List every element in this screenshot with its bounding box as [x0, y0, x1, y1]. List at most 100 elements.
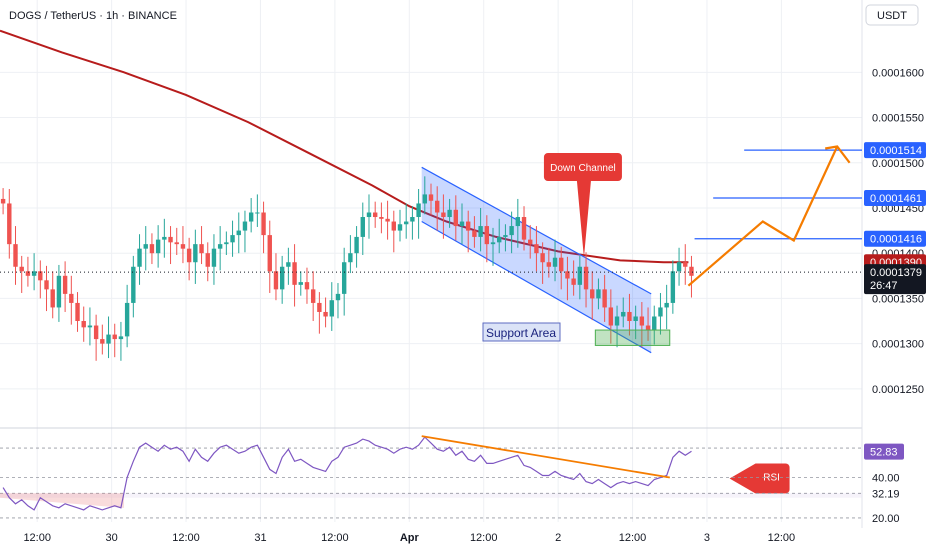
support-area-zone[interactable]: [594, 329, 671, 346]
candle-body: [323, 311, 328, 317]
projection-path: [687, 146, 839, 287]
candle-body: [633, 316, 638, 322]
candle-body: [131, 266, 136, 303]
candle-body: [676, 262, 682, 272]
rsi-tick-label: 20.00: [872, 513, 900, 525]
price-tick-label: 0.0001250: [872, 384, 924, 396]
candle-body: [31, 271, 37, 276]
time-tick-label: 12:00: [321, 532, 349, 544]
currency-button[interactable]: USDT: [865, 4, 919, 26]
candle-body: [652, 316, 657, 331]
candle-body: [583, 266, 589, 290]
candle-body: [441, 212, 446, 218]
rsi-band: [0, 493, 862, 498]
candle-body: [124, 302, 130, 337]
candle-body: [168, 236, 173, 243]
candle-body: [267, 235, 272, 272]
candle-body: [540, 253, 545, 263]
price-tick-label: 0.0001300: [872, 339, 924, 351]
candle-body: [118, 336, 124, 340]
support-area-badge[interactable]: [482, 322, 561, 342]
candle-body: [528, 239, 533, 245]
candle-body: [379, 217, 384, 219]
candle-body: [143, 244, 148, 249]
price-tick-label: 0.0001600: [872, 67, 924, 79]
candle-body: [614, 316, 620, 326]
candle-body: [472, 230, 477, 237]
candle-body: [19, 266, 24, 272]
time-tick-label: 3: [704, 532, 710, 544]
candle-body: [354, 236, 359, 254]
candle-body: [466, 221, 471, 231]
candle-body: [87, 325, 93, 328]
price-tick-label: 0.0001550: [872, 113, 924, 125]
target-level-label: 0.0001461: [870, 193, 922, 205]
candle-body: [100, 339, 105, 344]
rsi-oversold-fill: [0, 493, 125, 508]
candle-body: [81, 321, 86, 328]
target-level-badge: [864, 142, 926, 159]
channel-lower-line: [421, 220, 652, 354]
time-tick-label: 12:00: [23, 532, 51, 544]
time-tick-label: Apr: [400, 532, 420, 544]
candle-body: [435, 200, 440, 213]
candle-body: [484, 226, 490, 245]
candle-body: [416, 203, 421, 218]
candle-body: [38, 271, 43, 281]
candle-body: [552, 257, 558, 267]
rsi-callout-label: RSI: [763, 472, 780, 483]
candle-body: [372, 212, 378, 218]
candle-body: [447, 209, 452, 218]
candle-body: [596, 289, 601, 299]
current-price-badge: [864, 264, 926, 295]
candle-body: [515, 217, 521, 227]
candle-body: [534, 244, 539, 254]
support-area-label: Support Area: [486, 326, 556, 340]
candle-body: [509, 226, 514, 236]
candle-body: [236, 230, 241, 236]
current-price-label: 0.0001379: [870, 267, 922, 279]
candle-body: [639, 316, 645, 326]
candle-body: [224, 242, 229, 245]
candle-body: [56, 275, 62, 308]
candle-body: [559, 257, 564, 272]
candle-body: [44, 280, 49, 290]
candle-body: [360, 217, 365, 237]
rsi-callout[interactable]: [729, 463, 790, 494]
candle-body: [180, 244, 186, 249]
rsi-panel: [0, 435, 862, 519]
candle-body: [621, 311, 626, 317]
down-channel-label: Down Channel: [550, 163, 616, 174]
candle-body: [25, 271, 31, 276]
candle-body: [304, 282, 310, 290]
candle-body: [497, 236, 502, 243]
rsi-current-label: 52.83: [870, 447, 898, 459]
candle-body: [7, 203, 12, 245]
rsi-trendline: [421, 435, 670, 479]
candle-body: [186, 248, 192, 263]
candle-body: [410, 217, 415, 222]
target-level-badge: [864, 190, 926, 207]
candle-body: [248, 212, 254, 222]
candle-body: [0, 198, 6, 204]
candle-body: [577, 266, 583, 285]
rsi-current-badge: [864, 443, 904, 460]
candle-body: [348, 253, 353, 263]
annotations[interactable]: Support Area Down Channel RSI: [0, 145, 862, 494]
candle-body: [13, 244, 18, 267]
currency-label: USDT: [877, 10, 907, 22]
axes: 0.00016000.00015500.00015000.00014500.00…: [23, 67, 926, 544]
candle-body: [341, 262, 347, 294]
candle-body: [329, 300, 334, 317]
candle-body: [106, 334, 111, 344]
time-tick-label: 30: [106, 532, 118, 544]
rsi-tick-label: 32.19: [872, 488, 900, 500]
candle-body: [590, 289, 595, 299]
down-channel-callout[interactable]: [543, 153, 622, 258]
candle-body: [149, 244, 155, 254]
candle-body: [93, 325, 99, 340]
candle-body: [112, 334, 117, 340]
candle-body: [366, 212, 372, 218]
time-tick-label: 31: [254, 532, 266, 544]
